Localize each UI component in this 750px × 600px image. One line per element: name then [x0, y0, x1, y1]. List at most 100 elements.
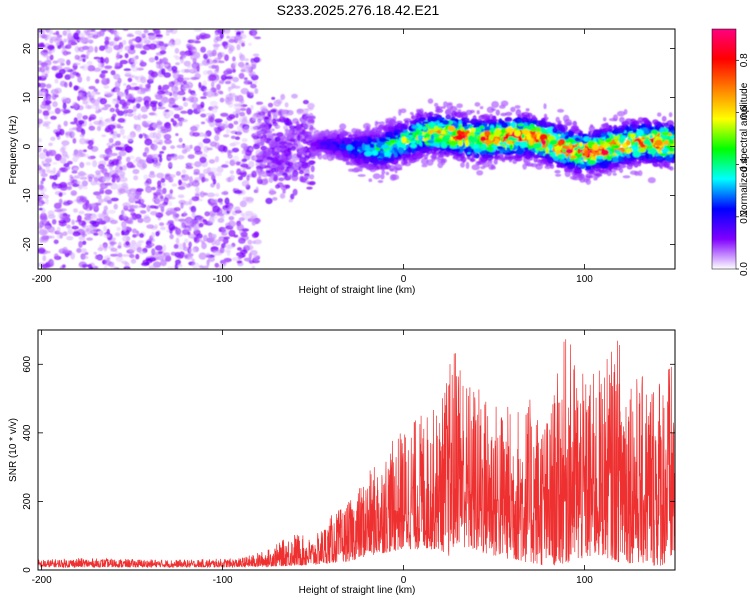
spectrogram-cell: [231, 147, 240, 153]
spectrogram-cell: [52, 32, 60, 36]
spectrogram-cell: [84, 252, 89, 255]
spectrogram-cell: [42, 49, 48, 53]
spectrogram-cell: [82, 97, 91, 105]
spectrogram-cell: [79, 137, 87, 145]
spectrogram-cell: [93, 88, 98, 93]
spectrogram-cell: [112, 113, 117, 118]
spectrogram-cell: [228, 220, 236, 228]
spectrogram-cell: [272, 197, 278, 201]
spectrogram-cell: [127, 113, 134, 117]
spectrogram-cell: [256, 129, 264, 134]
spectrogram-cell: [479, 106, 484, 110]
spectrogram-cell: [134, 242, 142, 248]
spectrogram-cell: [127, 48, 136, 55]
spectrogram-cell: [491, 101, 499, 108]
spectrogram-cell: [39, 82, 46, 88]
spectrogram-cell: [124, 71, 132, 75]
spectrogram-cell: [199, 156, 207, 164]
spectrogram-cell: [50, 88, 59, 95]
spectrogram-cell: [67, 228, 74, 235]
spectrogram-cell: [134, 44, 143, 49]
spectrogram-cell: [280, 93, 286, 101]
spectrogram-cell: [80, 248, 87, 254]
spectrogram-cell: [121, 230, 125, 236]
spectrogram-cell: [590, 124, 594, 128]
spectrogram-cell: [213, 172, 222, 177]
spectrogram-cell: [40, 65, 46, 73]
spectrogram-cell: [119, 176, 128, 183]
spectrogram-cell: [146, 224, 155, 229]
spectrogram-cell: [158, 156, 163, 163]
spectrogram-cell: [279, 115, 286, 123]
spectrogram-cell: [237, 247, 242, 251]
spectrogram-cell: [228, 86, 234, 90]
spectrogram-cell: [78, 92, 85, 98]
spectrogram-cell: [133, 115, 140, 121]
spectrogram-cell: [114, 66, 121, 70]
spectrogram-cell: [117, 118, 126, 123]
spectrogram-cell: [232, 76, 239, 83]
spectrogram-cell: [222, 145, 228, 153]
spectrogram-cell: [181, 174, 190, 182]
spectrogram-cell: [276, 132, 284, 137]
spectrogram-cell: [186, 63, 192, 69]
spectrogram-cell: [244, 58, 250, 62]
spectrogram-cell: [214, 69, 219, 74]
spectrogram-cell: [48, 49, 52, 55]
spectrogram-cell: [243, 126, 250, 133]
spectrogram-cell: [94, 46, 98, 53]
spectrogram-cell: [647, 177, 656, 184]
spectrogram-cell: [167, 156, 173, 161]
spectrogram-cell: [140, 76, 147, 84]
spectrogram-cell: [155, 245, 163, 251]
spectrogram-cell: [232, 68, 236, 73]
spectrogram-cell: [664, 140, 670, 146]
spectrogram-cell: [42, 110, 50, 117]
spectrogram-cell: [105, 117, 113, 124]
spectrogram-cell: [56, 34, 63, 38]
spectrogram-cell: [525, 108, 530, 112]
spectrogram-cell: [234, 34, 243, 42]
spectrogram-cell: [569, 175, 578, 180]
spectrogram-cell: [86, 29, 94, 33]
spectrogram-cell: [255, 149, 263, 156]
spectrogram-cell: [221, 164, 229, 168]
spectrogram-cell: [151, 248, 156, 256]
spectrogram-cell: [257, 118, 262, 124]
spectrogram-cell: [388, 164, 396, 171]
spectrogram-cell: [218, 60, 225, 64]
spectrogram-cell: [103, 225, 107, 232]
spectrogram-cell: [47, 44, 55, 51]
spectrogram-cell: [169, 99, 173, 105]
spectrogram-cell: [101, 134, 107, 138]
spectrogram-cell: [115, 124, 122, 128]
spectrogram-cell: [143, 96, 152, 103]
spectrogram-cell: [119, 128, 125, 136]
spectrogram-cell: [78, 261, 87, 268]
spectrogram-cell: [125, 109, 133, 113]
spectrogram-cell: [43, 225, 52, 231]
spectrogram-cell: [113, 73, 121, 80]
spectrogram-cell: [160, 259, 167, 267]
spectrogram-cell: [112, 130, 118, 136]
spectrogram-cell: [135, 96, 143, 102]
spectrogram-cell: [238, 102, 243, 109]
spectrogram-cell: [317, 153, 323, 160]
spectrogram-cell: [259, 124, 266, 129]
spectrogram-cell: [160, 177, 166, 183]
spectrogram-cell: [66, 236, 74, 241]
spectrogram-cell: [38, 247, 46, 254]
spectrogram-cell: [179, 57, 184, 64]
spectrogram-cell: [160, 100, 166, 106]
spectrogram-cell: [231, 93, 236, 98]
spectrogram-cell: [184, 145, 190, 150]
spectrogram-cell: [104, 194, 110, 201]
spectrogram-cell: [236, 43, 241, 51]
spectrogram-cell: [107, 261, 115, 267]
spectrogram-cell: [74, 54, 80, 60]
spectrogram-cell: [78, 240, 83, 248]
spectrogram-cell: [95, 170, 101, 175]
spectrogram-cell: [64, 131, 72, 136]
spectrogram-cell: [586, 169, 595, 174]
spectrogram-cell: [189, 247, 196, 254]
